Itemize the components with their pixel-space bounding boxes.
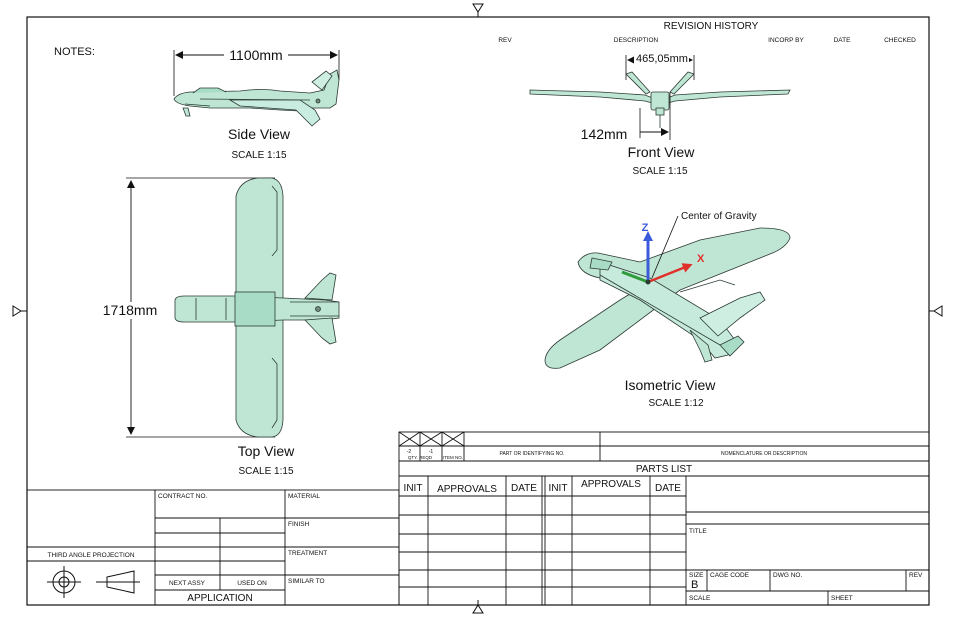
application-label: APPLICATION [187, 593, 252, 604]
side-view-aircraft [173, 69, 340, 127]
approvals-grid [398, 475, 930, 606]
dwg-no-label: DWG NO. [773, 572, 802, 579]
axis-x-arrow [647, 263, 693, 284]
approvals-header-init-1: INIT [404, 483, 423, 494]
treatment-label: TREATMENT [288, 550, 327, 557]
item-no-label: ITEM NO. [443, 455, 463, 460]
front-dim-bg [634, 52, 689, 65]
axis-x-label: X [697, 253, 705, 265]
centering-marks [12, 3, 943, 614]
used-on-label: USED ON [237, 580, 267, 587]
side-view-title: Side View [228, 126, 291, 142]
notes-label: NOTES: [54, 46, 95, 58]
front-view-scale: SCALE 1:15 [632, 166, 687, 177]
top-view-aircraft [174, 177, 340, 438]
material-label: MATERIAL [288, 493, 320, 500]
third-angle-projection-label: THIRD ANGLE PROJECTION [47, 552, 134, 559]
projection-symbol-icon [47, 566, 140, 598]
qty-reqd-label: QTY. REQD [408, 455, 433, 460]
contract-block [26, 489, 400, 606]
revision-history: REVISION HISTORY REV DESCRIPTION INCORP … [498, 21, 916, 44]
rev-label: REV [909, 572, 923, 579]
side-view-dimension: 1100mm [229, 47, 282, 63]
similar-to-label: SIMILAR TO [288, 578, 325, 585]
axis-y-arrow [621, 270, 649, 284]
size-label: SIZE [689, 572, 704, 579]
approvals-header-date-1: DATE [511, 483, 537, 494]
contract-no-label: CONTRACT NO. [158, 493, 208, 500]
rev-header-incorp-by: INCORP BY [768, 37, 804, 44]
finish-label: FINISH [288, 521, 310, 528]
front-view-aircraft [529, 71, 791, 128]
top-view: 1718mm Top View SCALE 1:15 [96, 177, 340, 477]
approvals-header-init-2: INIT [549, 483, 568, 494]
rev-header-description: DESCRIPTION [614, 37, 659, 44]
front-view-title: Front View [628, 144, 696, 160]
top-dim-bg [96, 302, 164, 319]
front-view-height-dimension: 142mm [581, 126, 628, 142]
parts-list-title: PARTS LIST [636, 464, 692, 475]
center-of-gravity-marker [645, 279, 651, 285]
approvals-header-approvals-1: APPROVALS [437, 484, 497, 495]
top-view-title: Top View [238, 443, 295, 459]
sheet-label: SHEET [831, 595, 853, 602]
rev-header-rev: REV [498, 37, 512, 44]
side-view: 1100mm Side View SCALE 1:15 [173, 46, 340, 161]
approvals-header-date-2: DATE [655, 483, 681, 494]
next-assy-label: NEXT ASSY [169, 580, 206, 587]
qty-value-1: -2 [407, 449, 412, 455]
cage-code-label: CAGE CODE [710, 572, 750, 579]
size-value: B [691, 579, 698, 591]
rev-header-checked: CHECKED [884, 37, 916, 44]
title-label: TITLE [689, 528, 707, 535]
axis-z-label: Z [642, 222, 649, 234]
approvals-header-approvals-2: APPROVALS [581, 479, 641, 490]
nomenclature-label: NOMENCLATURE OR DESCRIPTION [721, 451, 807, 457]
top-view-scale: SCALE 1:15 [238, 466, 293, 477]
isometric-view: Z X Center of Gravity Isometric View SCA… [544, 211, 791, 409]
isometric-aircraft [544, 227, 791, 369]
revision-history-title: REVISION HISTORY [664, 21, 759, 32]
front-view: 465,05mm 142mm Front View SCALE 1:15 [529, 52, 791, 177]
side-dim-bg [224, 46, 288, 62]
qty-value-2: -1 [429, 449, 434, 455]
front-view-top-dimension: 465,05mm [636, 53, 688, 65]
side-view-scale: SCALE 1:15 [231, 150, 286, 161]
cg-label: Center of Gravity [681, 211, 757, 222]
part-no-label: PART OR IDENTIFYING NO. [499, 451, 564, 457]
cg-leader-line [651, 215, 679, 279]
rev-header-date: DATE [834, 37, 852, 44]
isometric-view-scale: SCALE 1:12 [648, 398, 703, 409]
isometric-view-title: Isometric View [625, 377, 717, 393]
top-view-dimension: 1718mm [103, 302, 157, 318]
scale-label: SCALE [689, 595, 711, 602]
